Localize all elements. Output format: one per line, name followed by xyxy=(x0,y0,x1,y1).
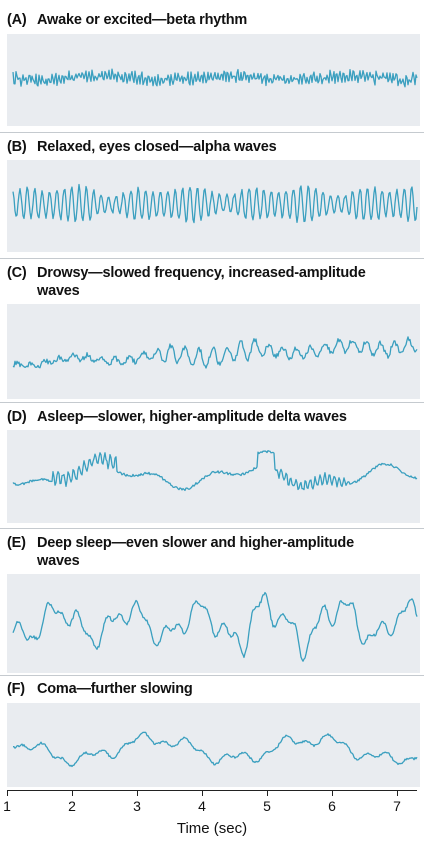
panel-b-svg xyxy=(12,183,418,224)
trace-a-path xyxy=(12,68,418,88)
tick-mark xyxy=(397,790,398,796)
panel-f-svg xyxy=(13,731,418,768)
tick-label: 5 xyxy=(263,798,271,814)
divider-e xyxy=(0,675,424,676)
panel-a-title: (A) Awake or excited—beta rhythm xyxy=(7,11,417,29)
trace-f-path xyxy=(13,731,418,768)
trace-d-path xyxy=(12,450,418,492)
panel-a-trace xyxy=(7,34,420,126)
divider-a xyxy=(0,132,424,133)
panel-c-title-text: Drowsy—slowed frequency, increased-ampli… xyxy=(37,265,366,281)
panel-d-title-text: Asleep—slower, higher-amplitude delta wa… xyxy=(37,409,347,425)
tick-mark xyxy=(202,790,203,796)
panel-b-title-text: Relaxed, eyes closed—alpha waves xyxy=(37,139,277,155)
panel-e-title-cont: waves xyxy=(37,553,80,569)
trace-c-path xyxy=(12,336,418,369)
panel-a-label: (A) xyxy=(7,12,27,28)
panel-e-trace xyxy=(7,574,420,673)
panel-e-title-text: Deep sleep—even slower and higher-amplit… xyxy=(37,535,354,551)
panel-f-title-text: Coma—further slowing xyxy=(37,681,193,697)
panel-e-label: (E) xyxy=(7,535,26,551)
divider-b xyxy=(0,258,424,259)
panel-b-trace xyxy=(7,160,420,252)
panel-c-title-cont: waves xyxy=(37,283,80,299)
trace-b-path xyxy=(12,183,418,224)
panel-c-trace xyxy=(7,304,420,399)
panel-d-svg xyxy=(12,450,418,492)
panel-c-title: (C) Drowsy—slowed frequency, increased-am… xyxy=(7,264,417,300)
panel-f-trace xyxy=(7,703,420,787)
tick-label: 3 xyxy=(133,798,141,814)
tick-label: 1 xyxy=(3,798,11,814)
panel-d-label: (D) xyxy=(7,409,27,425)
tick-mark xyxy=(267,790,268,796)
panel-d-title: (D) Asleep—slower, higher-amplitude delta… xyxy=(7,408,417,426)
trace-e-path xyxy=(12,591,418,662)
tick-mark xyxy=(72,790,73,796)
tick-mark xyxy=(137,790,138,796)
panel-e-svg xyxy=(12,591,418,662)
panel-b-title: (B) Relaxed, eyes closed—alpha waves xyxy=(7,138,417,156)
tick-mark xyxy=(7,790,8,796)
panel-e-title: (E) Deep sleep—even slower and higher-amp… xyxy=(7,534,417,570)
tick-label: 4 xyxy=(198,798,206,814)
panel-c-label: (C) xyxy=(7,265,27,281)
panel-d-trace xyxy=(7,430,420,523)
tick-label: 7 xyxy=(393,798,401,814)
time-axis-line xyxy=(7,790,417,791)
panel-f-title: (F) Coma—further slowing xyxy=(7,680,417,698)
panel-a-svg xyxy=(12,68,418,88)
tick-label: 6 xyxy=(328,798,336,814)
tick-label: 2 xyxy=(68,798,76,814)
panel-f-label: (F) xyxy=(7,681,25,697)
panel-c-svg xyxy=(12,336,418,369)
divider-c xyxy=(0,402,424,403)
divider-d xyxy=(0,528,424,529)
tick-mark xyxy=(332,790,333,796)
panel-b-label: (B) xyxy=(7,139,27,155)
panel-a-title-text: Awake or excited—beta rhythm xyxy=(37,12,248,28)
time-axis-title: Time (sec) xyxy=(176,820,248,837)
